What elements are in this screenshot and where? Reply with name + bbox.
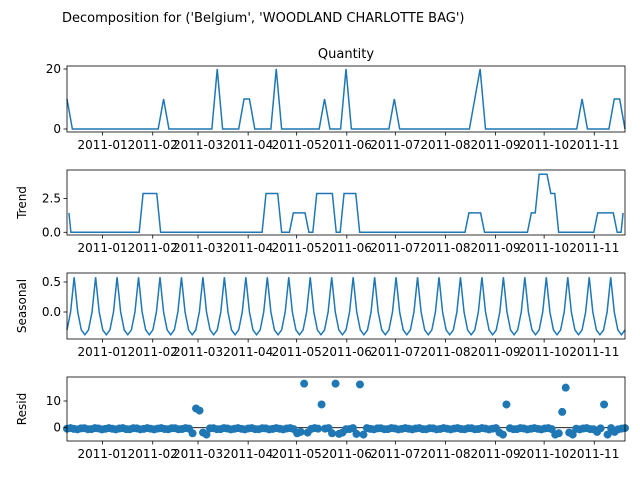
x-tick-label: 2011-10 bbox=[519, 241, 569, 255]
resid-point bbox=[568, 430, 577, 439]
x-tick-label: 2011-03 bbox=[173, 447, 223, 461]
x-tick-label: 2011-06 bbox=[322, 241, 372, 255]
resid-point bbox=[188, 429, 197, 438]
x-tick-label: 2011-08 bbox=[420, 241, 470, 255]
x-tick-label: 2011-04 bbox=[223, 138, 273, 152]
axes-frame bbox=[66, 169, 626, 236]
x-tick-label: 2011-01 bbox=[78, 447, 128, 461]
x-tick-label: 2011-05 bbox=[272, 138, 322, 152]
y-axis-label: Resid bbox=[15, 393, 29, 425]
trend-line bbox=[68, 173, 624, 234]
y-axis-label: Seasonal bbox=[15, 279, 29, 333]
x-tick-label: 2011-11 bbox=[569, 345, 619, 359]
x-tick-label: 2011-10 bbox=[519, 138, 569, 152]
x-tick-label: 2011-07 bbox=[370, 345, 420, 359]
y-tick-label: 20 bbox=[46, 62, 61, 76]
resid-point bbox=[348, 424, 357, 433]
resid-point bbox=[352, 429, 361, 438]
x-tick-label: 2011-10 bbox=[519, 345, 569, 359]
x-tick-label: 2011-09 bbox=[471, 345, 521, 359]
x-tick-label: 2011-03 bbox=[173, 138, 223, 152]
y-tick-label: 10 bbox=[46, 394, 61, 408]
x-tick-label: 2011-02 bbox=[128, 241, 178, 255]
x-tick-label: 2011-09 bbox=[471, 241, 521, 255]
y-tick-label: 0 bbox=[53, 122, 61, 136]
x-tick-label: 2011-11 bbox=[569, 241, 619, 255]
x-tick-label: 2011-06 bbox=[322, 447, 372, 461]
resid-point bbox=[331, 379, 340, 388]
x-tick-label: 2011-08 bbox=[420, 447, 470, 461]
x-tick-label: 2011-06 bbox=[322, 345, 372, 359]
resid-point bbox=[502, 400, 511, 409]
x-tick-label: 2011-08 bbox=[420, 138, 470, 152]
resid-point bbox=[314, 424, 323, 433]
x-tick-label: 2011-04 bbox=[223, 447, 273, 461]
x-tick-label: 2011-05 bbox=[272, 345, 322, 359]
y-tick-label: 0.0 bbox=[42, 225, 61, 239]
x-tick-label: 2011-09 bbox=[471, 447, 521, 461]
resid-point bbox=[600, 400, 609, 409]
x-tick-label: 2011-10 bbox=[519, 447, 569, 461]
resid-point bbox=[359, 430, 368, 439]
axes-frame bbox=[66, 65, 626, 133]
resid-point bbox=[195, 406, 204, 415]
resid-point bbox=[498, 430, 507, 439]
axes-frame bbox=[66, 376, 626, 442]
x-tick-label: 2011-09 bbox=[471, 138, 521, 152]
x-tick-label: 2011-11 bbox=[569, 447, 619, 461]
x-tick-label: 2011-01 bbox=[78, 138, 128, 152]
resid-point bbox=[202, 430, 211, 439]
quantity-line bbox=[66, 68, 626, 130]
resid-point bbox=[317, 400, 326, 409]
seasonal-line bbox=[66, 277, 626, 337]
figure-suptitle: Decomposition for ('Belgium', 'WOODLAND … bbox=[62, 11, 464, 26]
x-tick-label: 2011-01 bbox=[78, 241, 128, 255]
resid-point bbox=[296, 427, 305, 436]
x-tick-label: 2011-07 bbox=[370, 447, 420, 461]
axes-title: Quantity bbox=[318, 47, 374, 62]
x-tick-label: 2011-04 bbox=[223, 241, 273, 255]
x-tick-label: 2011-04 bbox=[223, 345, 273, 359]
x-tick-label: 2011-07 bbox=[370, 241, 420, 255]
y-tick-label: 2.5 bbox=[42, 191, 61, 205]
resid-point bbox=[603, 430, 612, 439]
x-tick-label: 2011-11 bbox=[569, 138, 619, 152]
y-tick-label: 0 bbox=[53, 421, 61, 435]
resid-point bbox=[554, 429, 563, 438]
x-tick-label: 2011-03 bbox=[173, 241, 223, 255]
x-tick-label: 2011-02 bbox=[128, 345, 178, 359]
resid-point bbox=[561, 383, 570, 392]
resid-point bbox=[300, 379, 309, 388]
y-tick-label: 0.0 bbox=[42, 305, 61, 319]
x-tick-label: 2011-02 bbox=[128, 138, 178, 152]
resid-point bbox=[355, 380, 364, 389]
y-tick-label: 0.5 bbox=[42, 275, 61, 289]
resid-point bbox=[558, 407, 567, 416]
x-tick-label: 2011-08 bbox=[420, 345, 470, 359]
resid-point bbox=[328, 429, 337, 438]
x-tick-label: 2011-05 bbox=[272, 241, 322, 255]
axes-frame bbox=[66, 272, 626, 340]
x-tick-label: 2011-05 bbox=[272, 447, 322, 461]
x-tick-label: 2011-07 bbox=[370, 138, 420, 152]
x-tick-label: 2011-06 bbox=[322, 138, 372, 152]
x-tick-label: 2011-03 bbox=[173, 345, 223, 359]
resid-point bbox=[596, 424, 605, 433]
y-axis-label: Trend bbox=[15, 186, 29, 220]
x-tick-label: 2011-01 bbox=[78, 345, 128, 359]
x-tick-label: 2011-02 bbox=[128, 447, 178, 461]
